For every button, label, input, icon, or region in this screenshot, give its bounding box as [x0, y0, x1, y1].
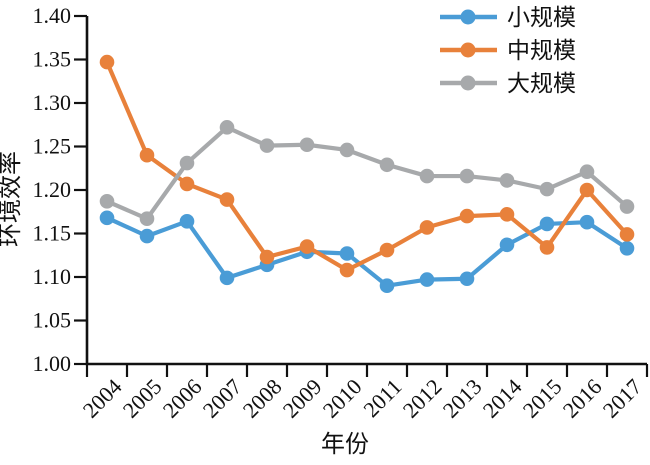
data-point-marker	[99, 210, 115, 226]
data-point-marker	[379, 242, 395, 258]
data-point-marker	[539, 240, 555, 255]
y-tick-label: 1.15	[33, 221, 72, 246]
x-tick-label: 2012	[398, 374, 447, 423]
data-point-marker	[139, 147, 155, 163]
legend-marker-icon	[460, 75, 476, 91]
x-tick-label: 2014	[478, 374, 527, 423]
legend-label: 小规模	[507, 5, 576, 30]
data-point-marker	[139, 228, 155, 244]
data-point-marker	[379, 278, 395, 294]
data-point-marker	[259, 249, 275, 265]
legend: 小规模 中规模 大规模	[440, 5, 576, 96]
data-point-marker	[619, 199, 635, 214]
data-point-marker	[539, 216, 555, 232]
y-tick-label: 1.05	[33, 308, 72, 333]
series-line	[104, 215, 630, 288]
x-tick-label: 2017	[598, 374, 647, 423]
series-line	[104, 125, 630, 221]
x-tick-label: 2008	[238, 374, 287, 423]
data-point-marker	[619, 240, 635, 256]
y-axis-title: 环境效率	[0, 151, 24, 247]
legend-label: 大规模	[507, 71, 576, 96]
y-tick-label: 1.25	[33, 134, 72, 159]
data-point-marker	[339, 262, 355, 278]
data-point-marker	[459, 271, 475, 287]
x-tick-label: 2005	[118, 374, 167, 423]
y-tick-label: 1.35	[33, 47, 72, 72]
x-tick-label: 2015	[518, 374, 567, 423]
y-tick-label: 1.20	[33, 177, 72, 202]
legend-item-medium-scale: 中规模	[440, 38, 576, 63]
data-point-marker	[99, 54, 115, 70]
data-point-marker	[339, 246, 355, 261]
data-point-marker	[179, 176, 195, 192]
data-point-marker	[499, 173, 515, 188]
data-point-marker	[419, 220, 435, 235]
data-point-marker	[579, 164, 595, 180]
series-medium-scale	[99, 54, 635, 278]
x-tick-label: 2013	[438, 374, 487, 423]
data-point-marker	[179, 214, 195, 229]
x-tick-label: 2010	[318, 374, 367, 423]
series-large-scale	[99, 120, 635, 227]
data-point-marker	[339, 142, 355, 158]
data-point-marker	[579, 182, 595, 198]
data-point-marker	[219, 192, 235, 207]
x-tick-label: 2007	[198, 374, 247, 423]
data-point-marker	[459, 168, 475, 184]
x-axis-ticks: 2004200520062007200820092010201120122013…	[78, 364, 649, 423]
legend-item-small-scale: 小规模	[440, 5, 576, 30]
data-point-marker	[299, 137, 315, 153]
data-point-marker	[539, 181, 555, 197]
x-tick-label: 2004	[78, 374, 127, 423]
x-tick-label: 2016	[558, 374, 607, 423]
data-point-marker	[379, 157, 395, 173]
x-tick-label: 2009	[278, 374, 327, 423]
series-small-scale	[99, 210, 635, 294]
legend-item-large-scale: 大规模	[440, 71, 576, 96]
legend-marker-icon	[460, 9, 476, 25]
data-point-marker	[219, 270, 235, 286]
data-point-marker	[219, 120, 235, 135]
data-point-marker	[579, 214, 595, 230]
y-tick-label: 1.00	[33, 351, 72, 376]
axis-spines	[85, 16, 647, 366]
data-point-marker	[299, 239, 315, 254]
x-tick-label: 2006	[158, 374, 207, 423]
x-axis-title: 年份	[321, 431, 369, 458]
legend-marker-icon	[460, 42, 476, 58]
data-point-marker	[259, 138, 275, 153]
y-axis-ticks: 1.00 1.05 1.10 1.15 1.20 1.25 1.30 1.35 1.40	[33, 3, 87, 376]
y-tick-label: 1.40	[33, 3, 72, 28]
data-point-marker	[139, 211, 155, 227]
legend-label: 中规模	[507, 38, 576, 63]
y-tick-label: 1.30	[33, 90, 72, 115]
data-point-marker	[499, 237, 515, 253]
series-layer	[99, 54, 635, 294]
data-point-marker	[99, 194, 115, 209]
data-point-marker	[499, 207, 515, 222]
data-point-marker	[419, 168, 435, 184]
data-point-marker	[179, 155, 195, 171]
data-point-marker	[619, 227, 635, 242]
x-tick-label: 2011	[358, 374, 406, 422]
data-point-marker	[459, 208, 475, 224]
data-point-marker	[419, 272, 435, 287]
y-tick-label: 1.10	[33, 264, 72, 289]
